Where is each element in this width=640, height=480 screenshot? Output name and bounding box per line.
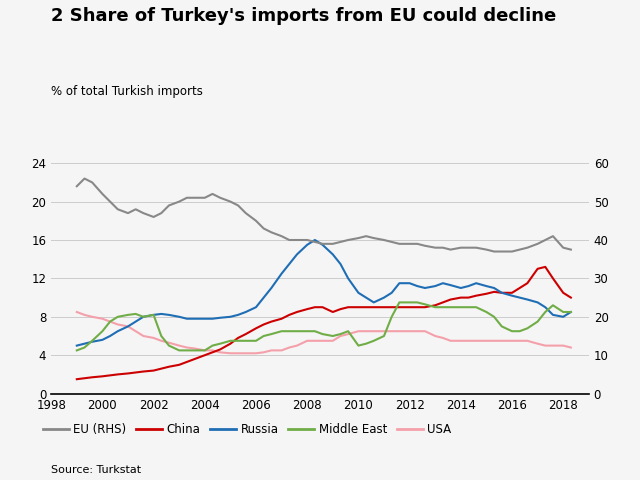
Russia: [124, 324, 132, 329]
Text: 2 Share of Turkey's imports from EU could decline: 2 Share of Turkey's imports from EU coul…: [51, 7, 556, 25]
China: [150, 368, 157, 373]
EU (RHS): [439, 245, 447, 251]
China: [567, 295, 575, 300]
EU (RHS): [73, 183, 81, 189]
EU (RHS): [81, 176, 88, 181]
China: [124, 371, 132, 376]
USA: [227, 350, 234, 356]
Middle East: [396, 300, 403, 305]
Middle East: [73, 348, 81, 353]
China: [329, 309, 337, 315]
EU (RHS): [490, 249, 498, 254]
Russia: [439, 280, 447, 286]
China: [431, 302, 439, 308]
Russia: [567, 309, 575, 315]
Line: USA: USA: [77, 312, 571, 353]
Text: Source: Turkstat: Source: Turkstat: [51, 465, 141, 475]
Middle East: [150, 312, 157, 318]
EU (RHS): [337, 239, 344, 245]
Russia: [73, 343, 81, 348]
China: [88, 374, 96, 380]
USA: [439, 335, 447, 341]
Middle East: [201, 348, 209, 353]
Middle East: [124, 312, 132, 318]
EU (RHS): [157, 210, 165, 216]
EU (RHS): [209, 191, 216, 197]
Russia: [201, 316, 209, 322]
Text: % of total Turkish imports: % of total Turkish imports: [51, 85, 203, 98]
USA: [201, 348, 209, 353]
EU (RHS): [132, 206, 140, 212]
Line: EU (RHS): EU (RHS): [77, 179, 571, 252]
China: [201, 352, 209, 358]
Line: Middle East: Middle East: [77, 302, 571, 350]
USA: [73, 309, 81, 315]
Russia: [150, 312, 157, 318]
USA: [567, 345, 575, 350]
USA: [88, 314, 96, 320]
EU (RHS): [99, 191, 106, 197]
USA: [124, 324, 132, 329]
Middle East: [329, 333, 337, 339]
Line: China: China: [77, 267, 571, 379]
Middle East: [567, 309, 575, 315]
Russia: [88, 339, 96, 345]
Legend: EU (RHS), China, Russia, Middle East, USA: EU (RHS), China, Russia, Middle East, US…: [38, 418, 456, 441]
China: [541, 264, 549, 270]
China: [73, 376, 81, 382]
USA: [337, 333, 344, 339]
Russia: [337, 261, 344, 267]
Line: Russia: Russia: [77, 240, 571, 346]
Middle East: [439, 304, 447, 310]
Russia: [311, 237, 319, 243]
USA: [150, 335, 157, 341]
EU (RHS): [567, 247, 575, 252]
Middle East: [88, 338, 96, 344]
